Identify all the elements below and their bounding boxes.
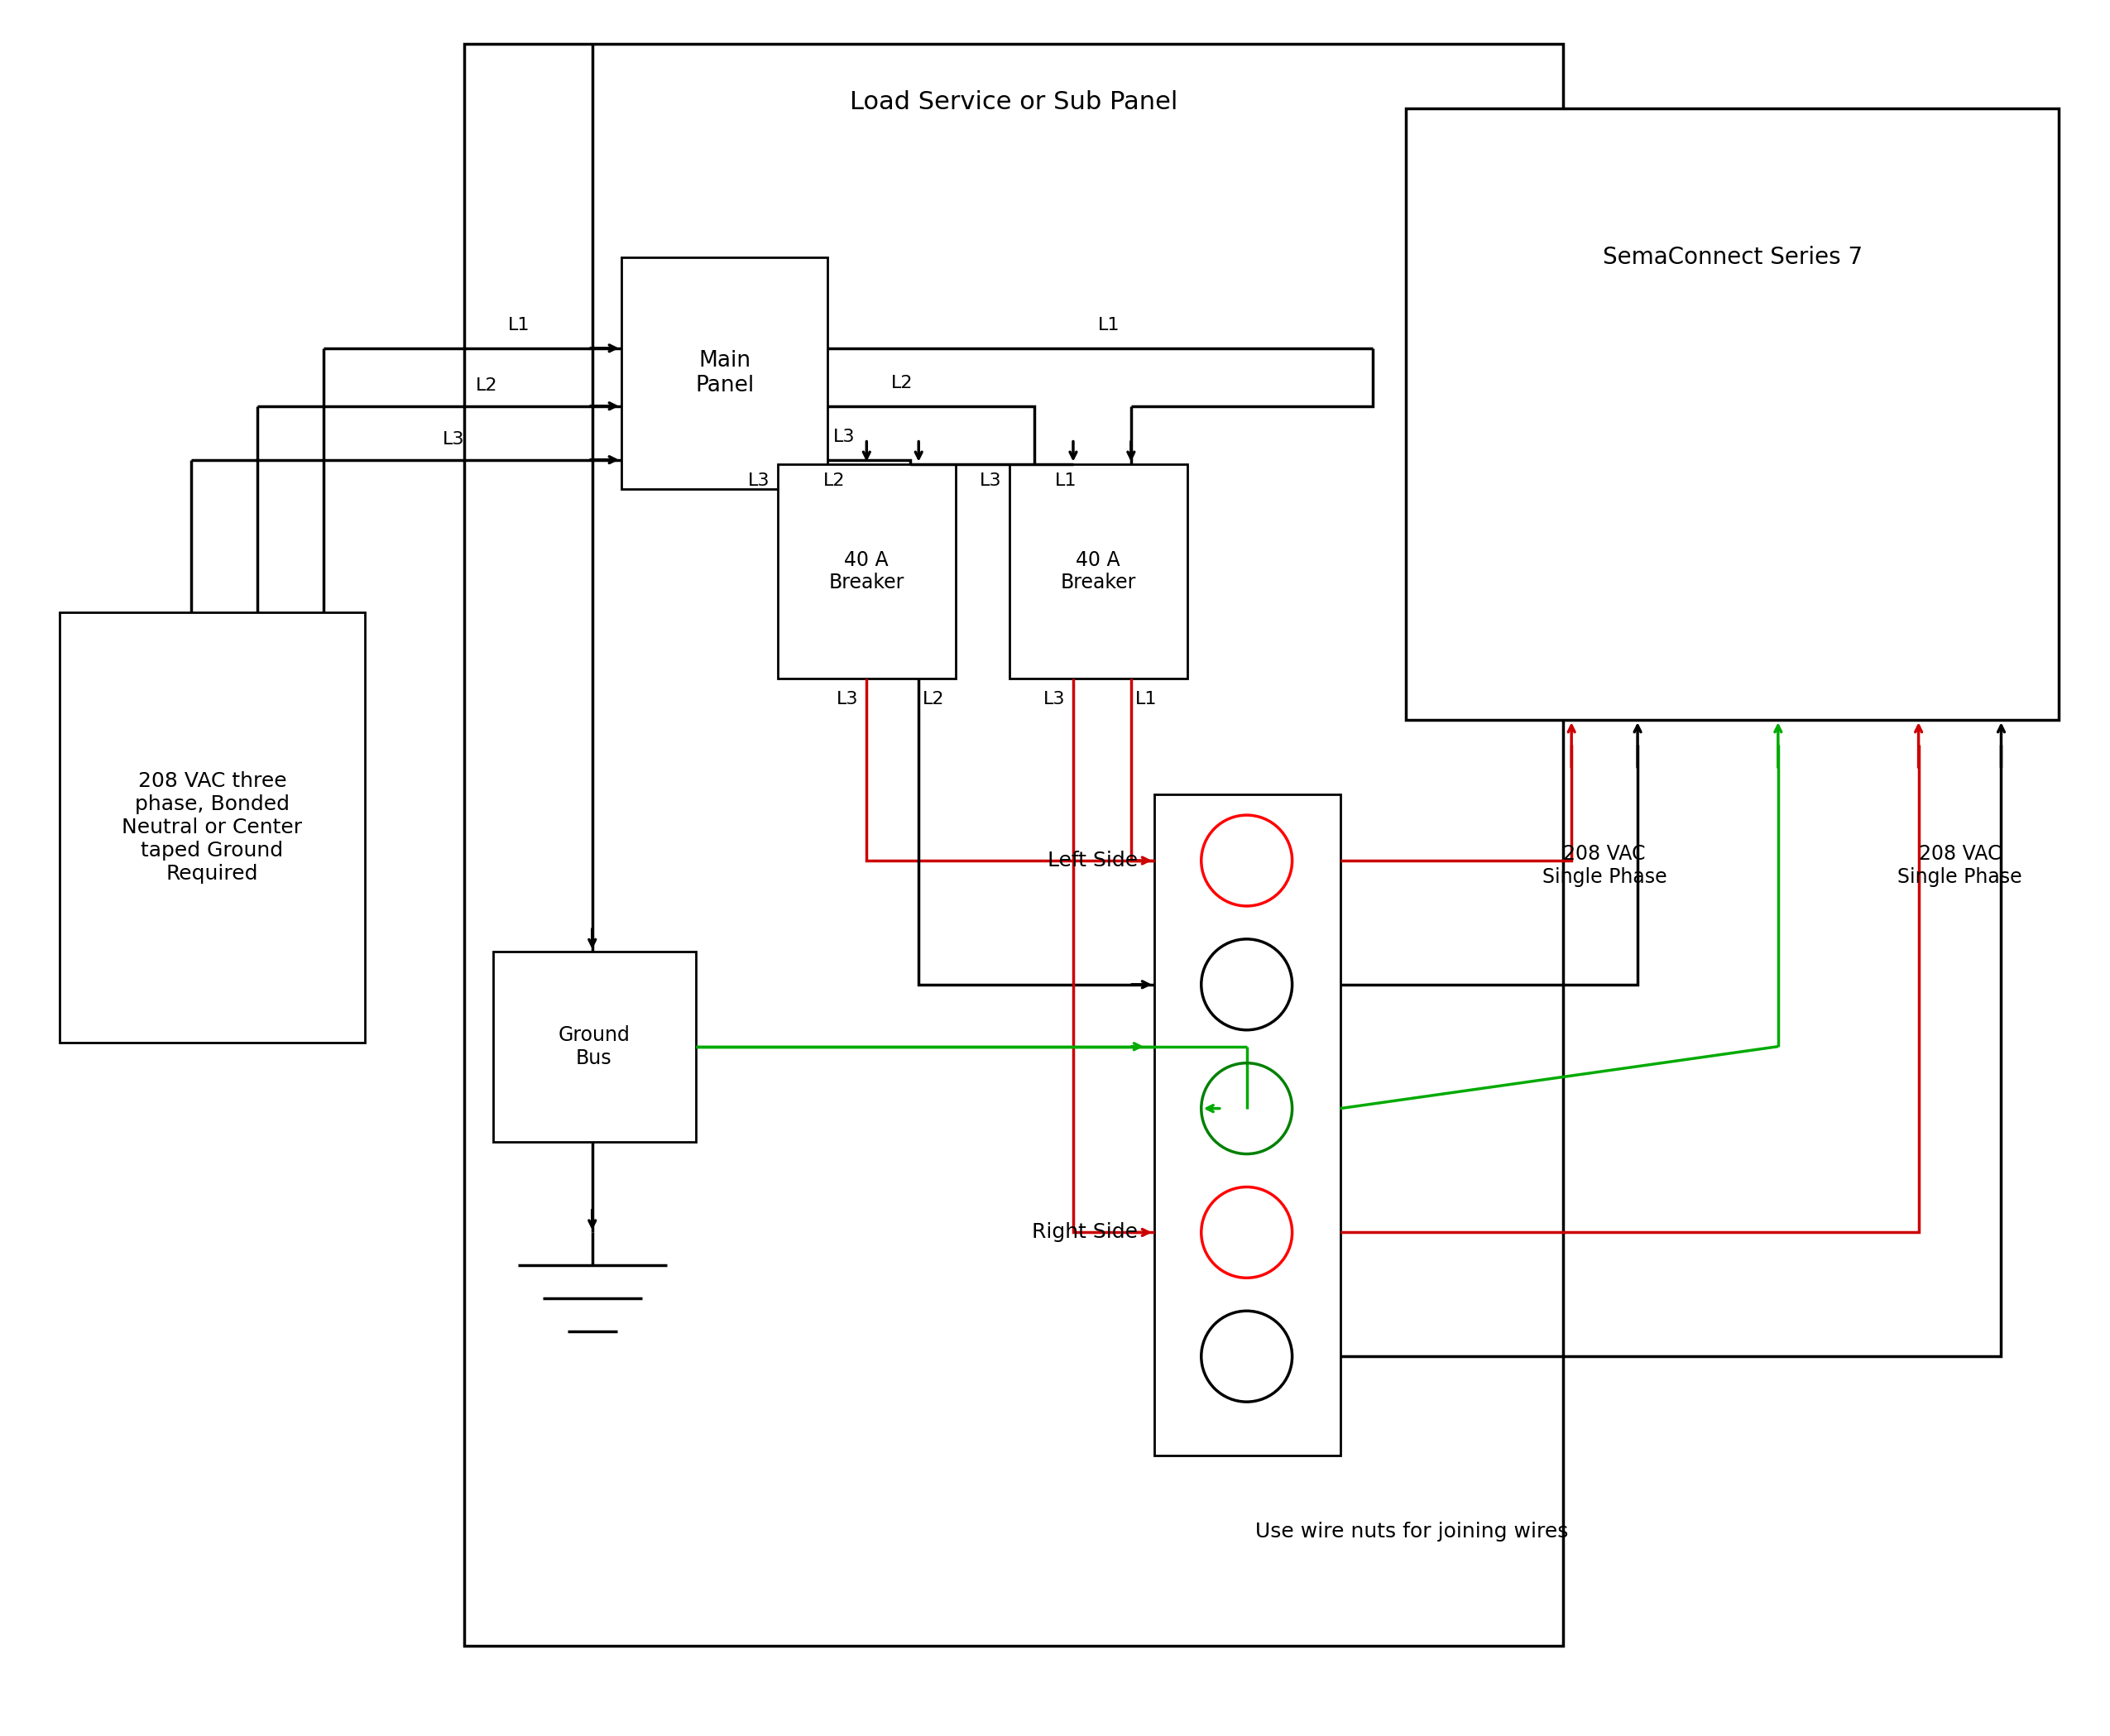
Bar: [59, 613, 365, 1042]
Text: L1: L1: [1135, 691, 1156, 708]
Bar: [1405, 109, 2059, 720]
Text: L1: L1: [509, 316, 530, 333]
Text: L1: L1: [1097, 316, 1120, 333]
Bar: [779, 464, 956, 679]
Text: 208 VAC three
phase, Bonded
Neutral or Center
taped Ground
Required: 208 VAC three phase, Bonded Neutral or C…: [122, 771, 302, 884]
Text: L1: L1: [1055, 472, 1076, 490]
Text: L3: L3: [833, 429, 855, 444]
Bar: [494, 951, 696, 1142]
Text: Right Side: Right Side: [1032, 1222, 1137, 1243]
Text: 208 VAC
Single Phase: 208 VAC Single Phase: [1897, 844, 2021, 887]
Text: 40 A
Breaker: 40 A Breaker: [829, 550, 905, 592]
Text: Use wire nuts for joining wires: Use wire nuts for joining wires: [1255, 1522, 1568, 1542]
Bar: [464, 43, 1564, 1646]
Text: Main
Panel: Main Panel: [694, 351, 753, 396]
Text: L2: L2: [890, 375, 914, 391]
Text: Ground
Bus: Ground Bus: [557, 1024, 631, 1068]
Text: 40 A
Breaker: 40 A Breaker: [1059, 550, 1135, 592]
Bar: [620, 257, 827, 490]
Text: L3: L3: [443, 431, 464, 448]
Text: L3: L3: [836, 691, 859, 708]
Text: Load Service or Sub Panel: Load Service or Sub Panel: [850, 90, 1177, 115]
Text: Left Side: Left Side: [1047, 851, 1137, 870]
Text: L3: L3: [1042, 691, 1066, 708]
Bar: [1009, 464, 1188, 679]
Text: 208 VAC
Single Phase: 208 VAC Single Phase: [1542, 844, 1667, 887]
Text: L2: L2: [922, 691, 945, 708]
Text: L3: L3: [747, 472, 770, 490]
Text: L2: L2: [475, 377, 498, 394]
Text: SemaConnect Series 7: SemaConnect Series 7: [1604, 247, 1863, 269]
Text: L2: L2: [823, 472, 846, 490]
Bar: [1154, 795, 1340, 1455]
Text: L3: L3: [979, 472, 1002, 490]
